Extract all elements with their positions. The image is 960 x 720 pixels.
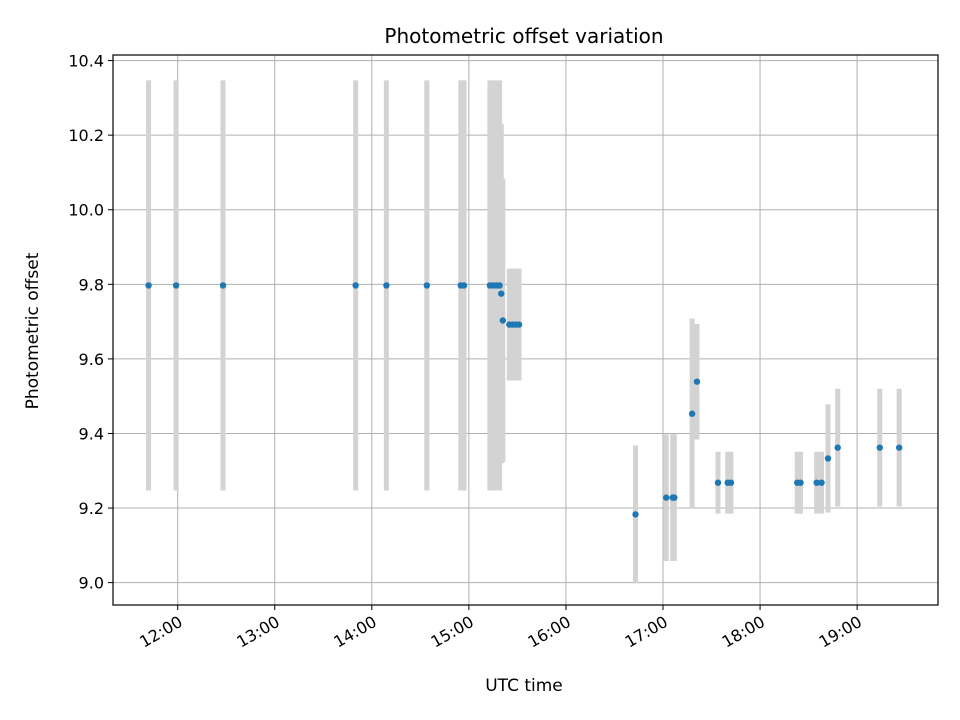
data-point <box>460 282 468 289</box>
data-point <box>383 282 390 289</box>
data-points <box>145 282 903 518</box>
data-point <box>693 378 701 385</box>
data-point <box>663 494 670 501</box>
data-point <box>824 455 832 462</box>
data-point <box>145 282 152 289</box>
y-tick-label: 9.4 <box>79 424 104 443</box>
y-tick-label: 9.6 <box>79 350 104 369</box>
data-point <box>797 479 804 486</box>
data-point <box>895 444 903 451</box>
data-point <box>423 282 431 289</box>
data-point <box>496 282 503 289</box>
chart-title: Photometric offset variation <box>384 24 663 48</box>
grid <box>113 55 938 605</box>
data-point <box>813 479 820 486</box>
data-point <box>632 511 639 518</box>
data-point <box>499 317 507 324</box>
data-point <box>876 444 883 451</box>
data-point <box>688 410 696 417</box>
y-tick-label: 9.2 <box>79 499 104 518</box>
plot-frame <box>112 54 939 606</box>
data-point <box>818 479 825 486</box>
y-tick-label: 10.2 <box>68 126 104 145</box>
y-axis-label: Photometric offset <box>23 252 43 409</box>
data-point <box>172 282 180 289</box>
data-point <box>498 290 505 297</box>
y-tick-label: 10.4 <box>68 52 104 71</box>
x-axis-label: UTC time <box>485 676 563 696</box>
y-tick-label: 10.0 <box>68 201 104 220</box>
y-axis-ticks: 9.0 9.2 9.4 9.6 9.8 10.0 10.2 10.4 <box>68 52 113 593</box>
data-point <box>714 479 722 486</box>
data-point <box>671 494 678 501</box>
data-point <box>834 444 841 451</box>
y-tick-label: 9.8 <box>79 275 104 294</box>
y-tick-label: 9.0 <box>79 574 104 593</box>
data-point <box>515 321 523 328</box>
data-point <box>352 282 359 289</box>
data-point <box>219 282 227 289</box>
data-point <box>727 479 735 486</box>
